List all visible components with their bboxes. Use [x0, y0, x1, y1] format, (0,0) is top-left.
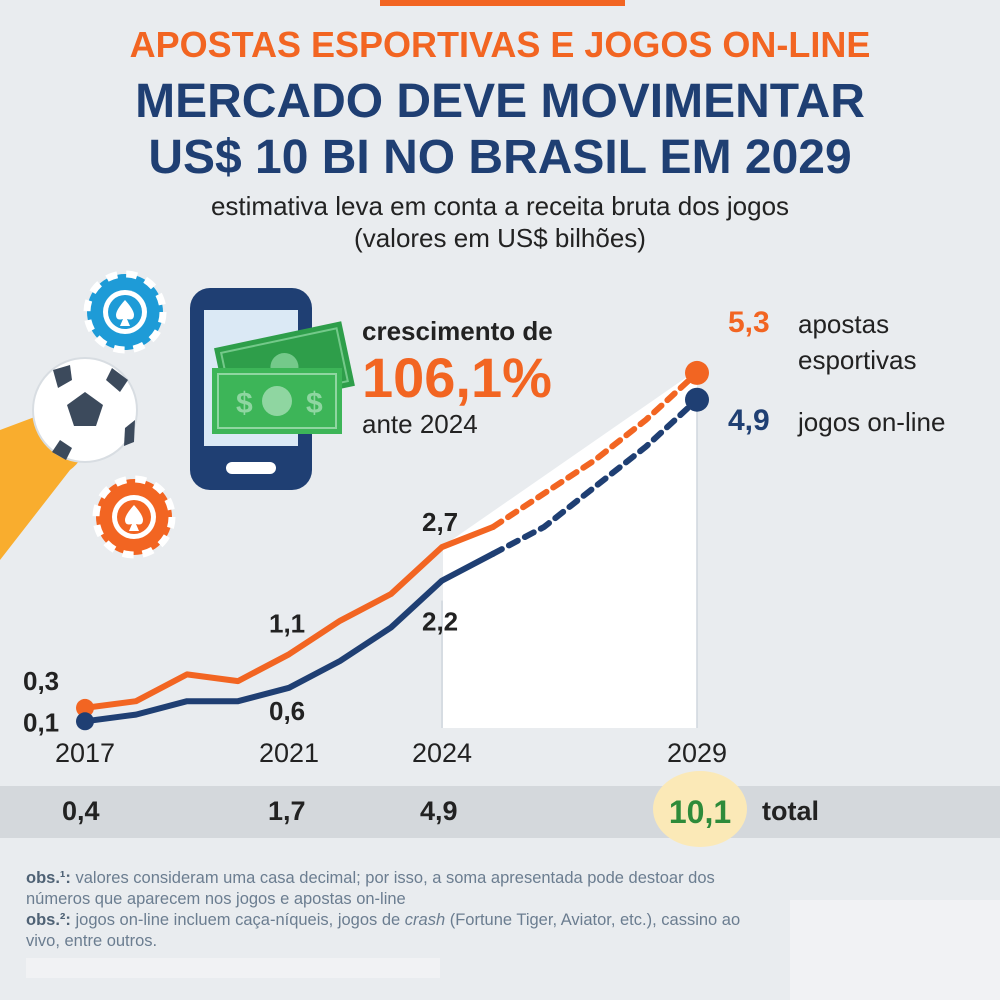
- total-2021: 1,7: [268, 796, 306, 826]
- footnote-2-text-a: jogos on-line incluem caça-níqueis, jogo…: [70, 911, 405, 929]
- growth-value: 106,1%: [362, 346, 552, 409]
- data-label-bets-2021: 1,1: [269, 608, 305, 638]
- headline: MERCADO DEVE MOVIMENTAR US$ 10 BI NO BRA…: [0, 74, 1000, 186]
- series-projection-bets: [490, 369, 700, 530]
- footnotes: obs.¹: valores consideram uma casa decim…: [26, 868, 746, 952]
- series-end-point-bets: [685, 360, 709, 385]
- total-2017: 0,4: [62, 796, 100, 826]
- headline-line-2: US$ 10 BI NO BRASIL EM 2029: [148, 131, 852, 184]
- totals-band: [0, 786, 1000, 838]
- total-label: total: [762, 796, 819, 826]
- subtitle-line-1: estimativa leva em conta a receita bruta…: [210, 191, 790, 221]
- svg-text:$: $: [306, 387, 323, 420]
- growth-callout: crescimento de 106,1% ante 2024: [362, 316, 553, 440]
- poker-chip-icon: [92, 475, 176, 559]
- legend-online: 4,9 jogos on-line: [728, 404, 945, 440]
- x-tick-label-2024: 2024: [412, 738, 472, 768]
- footnote-2: obs.²: jogos on-line incluem caça-níquei…: [26, 910, 746, 952]
- blank-strip: [26, 958, 440, 978]
- growth-reference: ante 2024: [362, 409, 478, 439]
- series-end-point-online: [685, 387, 709, 412]
- x-tick-label-2029: 2029: [667, 738, 727, 768]
- series-projection-online: [490, 396, 700, 557]
- legend-bets: 5,3 apostas esportivas: [728, 306, 917, 378]
- series-start-point-online: [76, 712, 94, 731]
- total-2029: 10,1: [668, 794, 732, 830]
- footnote-2-text-b: (Fortune Tiger, Aviator, etc.), cassino …: [26, 911, 741, 950]
- x-tick-label-2021: 2021: [259, 738, 319, 768]
- data-label-bets-2017: 0,3: [23, 666, 59, 696]
- svg-text:$: $: [236, 387, 253, 420]
- footnote-2-label: obs.²:: [26, 911, 71, 929]
- series-line-bets: [82, 524, 496, 711]
- legend-online-name: jogos on-line: [798, 407, 946, 437]
- kicker-title: APOSTAS ESPORTIVAS E JOGOS ON-LINE: [129, 24, 871, 65]
- series-line-online: [82, 550, 496, 725]
- growth-label: crescimento de: [362, 316, 553, 346]
- footnote-1: obs.¹: valores consideram uma casa decim…: [26, 868, 746, 910]
- series-start-point-bets: [76, 698, 94, 717]
- data-label-bets-2024: 2,7: [422, 507, 458, 537]
- footnote-2-italic: crash: [404, 911, 446, 929]
- subtitle: estimativa leva em conta a receita bruta…: [0, 190, 1000, 254]
- total-2024: 4,9: [420, 796, 458, 826]
- legend-bets-value: 5,3: [728, 306, 770, 339]
- legend-online-value: 4,9: [728, 404, 770, 437]
- headline-line-1: MERCADO DEVE MOVIMENTAR: [135, 75, 865, 128]
- footnote-1-label: obs.¹:: [26, 869, 71, 887]
- data-label-online-2017: 0,1: [23, 707, 59, 737]
- soccer-ball-icon: [32, 357, 138, 463]
- data-label-online-2021: 0,6: [269, 696, 305, 726]
- data-label-online-2024: 2,2: [422, 607, 458, 637]
- legend-bets-name: apostas esportivas: [798, 306, 917, 378]
- total-2029-highlight: [653, 771, 747, 847]
- blank-panel: [790, 900, 1000, 1000]
- legend-bets-name-line-2: esportivas: [798, 345, 917, 375]
- money-bill-icon: $ $: [212, 321, 355, 434]
- footnote-1-text: valores consideram uma casa decimal; por…: [26, 869, 715, 908]
- accent-bar: [380, 0, 625, 6]
- legend-bets-name-line-1: apostas: [798, 309, 890, 339]
- subtitle-line-2: (valores em US$ bilhões): [354, 223, 646, 253]
- x-tick-label-2017: 2017: [55, 738, 115, 768]
- poker-chip-icon: [83, 270, 167, 354]
